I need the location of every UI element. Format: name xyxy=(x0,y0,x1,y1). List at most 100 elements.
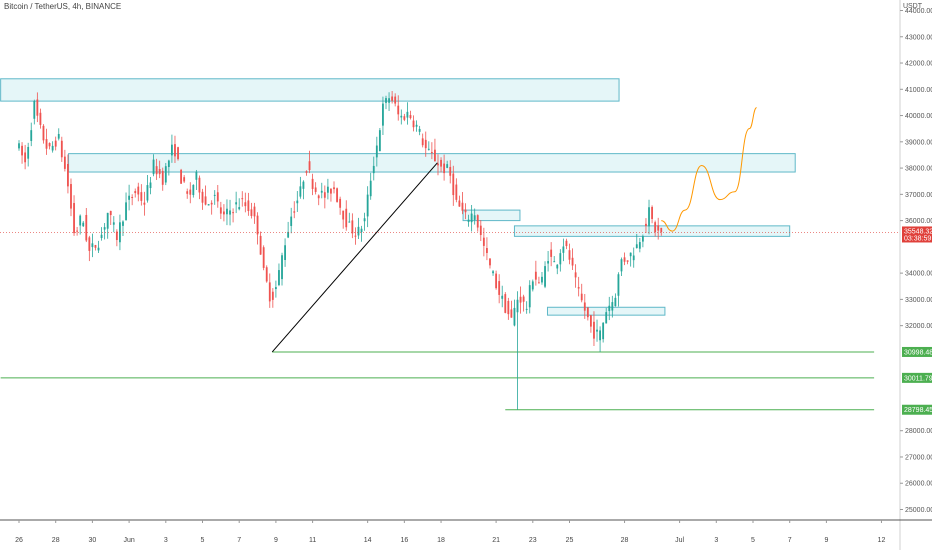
candle-body xyxy=(553,261,556,263)
candle-body xyxy=(189,189,192,195)
candle-body xyxy=(207,204,210,206)
drawings xyxy=(0,107,900,353)
time-axis[interactable]: 26 28 30 Jun 3 5 7 9 11 14 16 18 21 23 25 28 Jul 3 5 7 9 12 xyxy=(0,519,932,544)
candle-body xyxy=(654,222,657,233)
level-price-label: 28798.45 xyxy=(904,407,932,414)
candle-body xyxy=(443,163,446,174)
candle-body xyxy=(274,287,277,290)
candle-body xyxy=(167,160,170,168)
candle-body xyxy=(33,101,36,119)
y-tick-label: 39000.00 xyxy=(905,139,932,146)
candle-body xyxy=(623,257,626,262)
candle-body xyxy=(400,115,403,118)
candle-body xyxy=(158,169,161,175)
candle-body xyxy=(314,187,317,192)
x-tick-label: 18 xyxy=(437,537,445,544)
symbol-title: Bitcoin / TetherUS, 4h, BINANCE xyxy=(4,2,122,11)
y-tick-label: 38000.00 xyxy=(905,166,932,173)
candle-body xyxy=(333,187,335,190)
candle-body xyxy=(550,249,553,257)
x-tick-label: 11 xyxy=(309,537,316,544)
x-tick-label: Jul xyxy=(675,537,684,544)
candle-body xyxy=(112,222,115,225)
candle-body xyxy=(522,296,525,302)
candle-body xyxy=(589,315,592,327)
candle-body xyxy=(461,202,464,211)
candle-body xyxy=(265,267,268,282)
candle-body xyxy=(565,240,568,247)
candle-body xyxy=(311,178,314,189)
candle-body xyxy=(559,253,562,265)
candle-body xyxy=(259,235,262,255)
candle-body xyxy=(152,159,155,175)
candle-body xyxy=(131,196,134,198)
candle-body xyxy=(88,237,91,251)
support-levels xyxy=(0,351,875,411)
x-tick-label: 25 xyxy=(566,537,574,544)
candle-body xyxy=(57,133,60,139)
candle-body xyxy=(440,159,442,167)
candle-body xyxy=(574,272,577,278)
candle-body xyxy=(455,184,458,200)
candle-body xyxy=(406,111,409,118)
price-axis[interactable]: 44000.00 43000.00 42000.00 41000.00 40000.00… xyxy=(899,0,932,550)
y-tick-label: 37000.00 xyxy=(905,192,932,199)
candle-body xyxy=(544,266,546,287)
candle-body xyxy=(21,145,23,156)
candle-body xyxy=(430,152,433,154)
level-price-tag xyxy=(902,346,932,357)
candle-body xyxy=(146,185,149,201)
candle-body xyxy=(183,177,186,182)
candle-body xyxy=(180,169,183,184)
candle-body xyxy=(586,307,589,318)
zone-box xyxy=(462,209,521,222)
level-price-tag xyxy=(902,372,932,383)
candle-body xyxy=(369,180,372,197)
candle-body xyxy=(375,145,378,158)
x-tick-label: 7 xyxy=(788,537,792,544)
candle-body xyxy=(482,237,485,246)
x-tick-label: 7 xyxy=(237,537,241,544)
candle-body xyxy=(467,219,470,222)
countdown-label: 03:38:59 xyxy=(904,235,931,242)
x-tick-label: 14 xyxy=(364,537,372,544)
candle-body xyxy=(51,145,54,151)
candle-body xyxy=(568,250,571,260)
candle-body xyxy=(385,98,387,103)
candle-body xyxy=(464,209,467,213)
x-tick-label: 12 xyxy=(878,537,886,544)
candle-body xyxy=(614,297,617,307)
candle-body xyxy=(36,99,39,116)
y-tick-label: 25000.00 xyxy=(905,507,932,514)
zone-box xyxy=(513,225,791,237)
candle-body xyxy=(492,271,494,274)
candle-body xyxy=(213,194,216,196)
candle-body xyxy=(226,208,228,215)
candle-body xyxy=(452,173,455,196)
y-tick-label: 41000.00 xyxy=(905,87,932,94)
candle-body xyxy=(216,192,219,202)
y-tick-label: 27000.00 xyxy=(905,454,932,461)
candle-body xyxy=(241,198,244,200)
candle-body xyxy=(195,171,198,180)
candle-body xyxy=(219,207,222,214)
candle-body xyxy=(345,208,348,228)
candle-body xyxy=(593,321,595,339)
candle-body xyxy=(516,299,519,313)
candle-body xyxy=(372,165,375,174)
x-tick-label: Jun xyxy=(123,537,134,544)
candle-body xyxy=(479,225,482,236)
candle-body xyxy=(363,218,366,222)
candle-body xyxy=(70,184,72,209)
candle-body xyxy=(580,293,583,301)
candle-body xyxy=(94,245,97,248)
candle-body xyxy=(537,282,540,284)
candle-body xyxy=(626,260,629,262)
candle-body xyxy=(382,103,384,126)
candle-body xyxy=(201,191,204,203)
level-price-tag xyxy=(902,404,932,415)
candle-body xyxy=(39,112,42,125)
candle-body xyxy=(424,139,427,149)
